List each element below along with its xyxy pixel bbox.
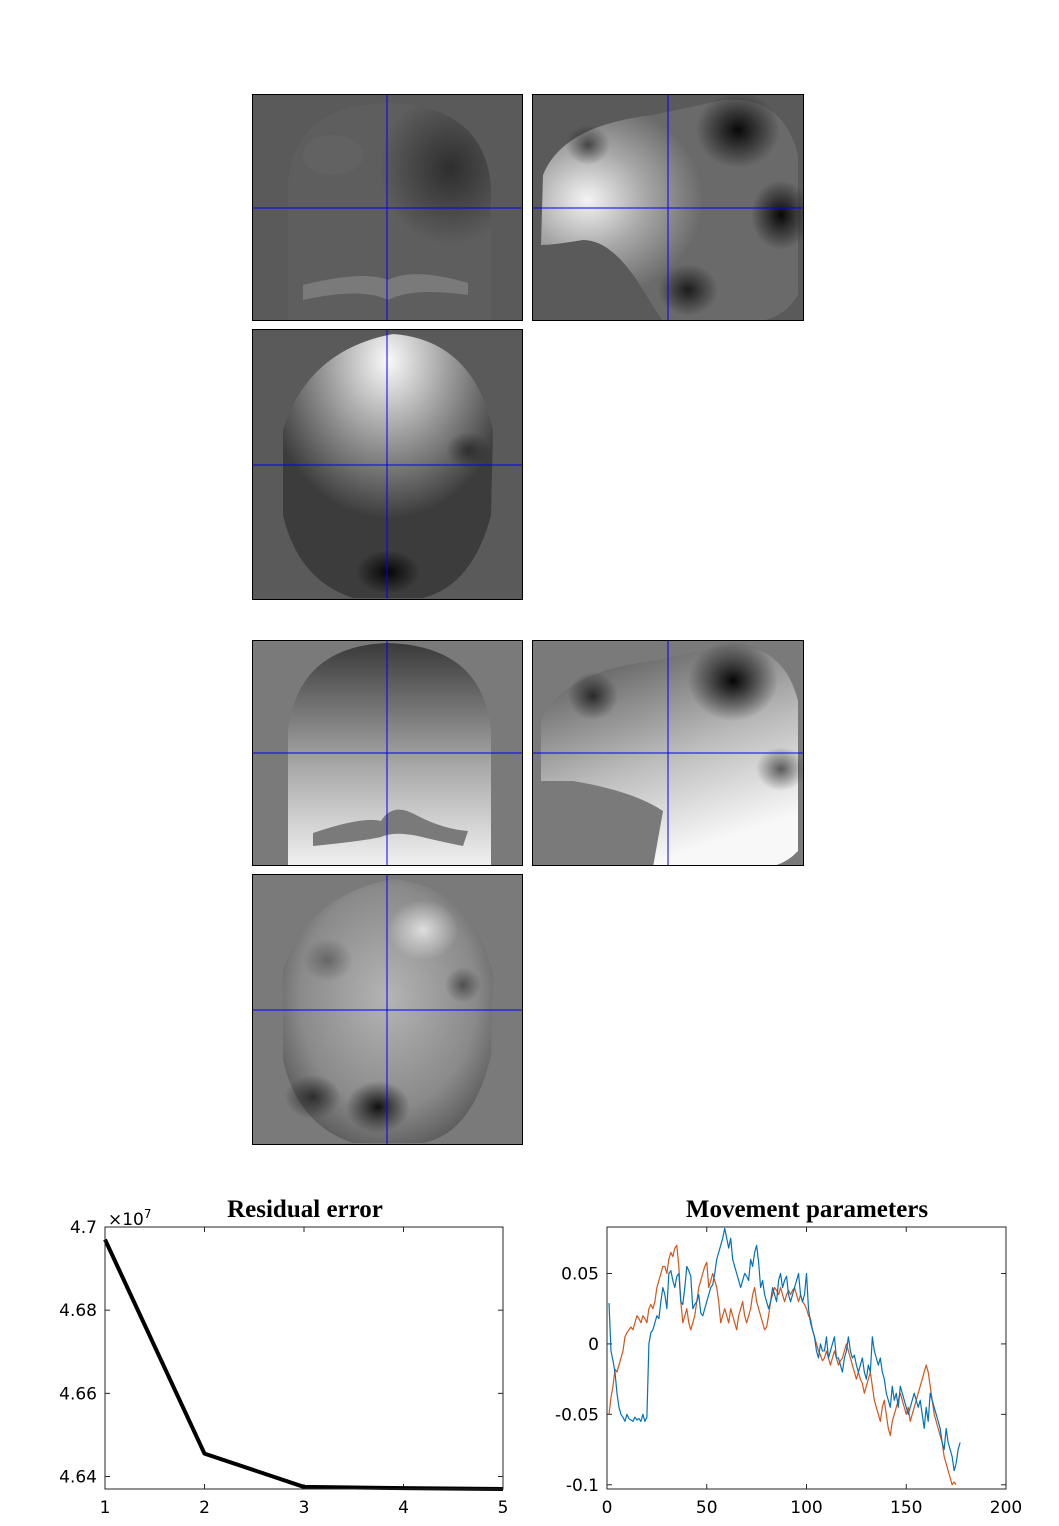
residual-x-tick-label: 2	[199, 1498, 210, 1518]
field-map-2-axial-slice	[252, 874, 523, 1145]
movement-parameters-title: Movement parameters	[686, 1196, 929, 1223]
residual-error-axes-box	[104, 1226, 504, 1490]
field-map-1-coronal-slice	[252, 94, 523, 321]
movement-x-tick-label: 200	[990, 1498, 1022, 1518]
movement-series-1-line	[608, 1227, 961, 1472]
residual-error-chart: Residual error 1 2 3 4 5 4.7 4.68 4.66 4.64 ×107	[59, 1196, 508, 1518]
residual-x-tick-label: 1	[100, 1498, 111, 1518]
movement-series-2-line	[608, 1244, 957, 1486]
movement-y-tick-label: 0.05	[561, 1264, 599, 1284]
movement-y-tick-label: -0.05	[555, 1405, 599, 1425]
movement-x-tick-label: 150	[890, 1498, 922, 1518]
residual-x-tick-label: 3	[299, 1498, 310, 1518]
residual-y-tick-label: 4.7	[70, 1218, 97, 1238]
residual-y-tick-label: 4.68	[59, 1301, 97, 1321]
movement-parameters-axes-box	[606, 1226, 1007, 1490]
field-map-1-sagittal-slice	[532, 94, 804, 321]
charts-area: Residual error 1 2 3 4 5 4.7 4.68 4.66 4.64 ×107…	[59, 1196, 1022, 1518]
field-map-2-coronal-slice	[252, 640, 523, 866]
residual-y-tick-label: 4.64	[59, 1468, 97, 1488]
movement-parameters-plot: 0 50 100 150 200 0.05 0 -0.05 -0.1	[555, 1227, 1022, 1518]
residual-error-exponent: ×107	[108, 1207, 152, 1230]
field-map-1-axial-slice	[252, 329, 523, 600]
residual-y-tick-label: 4.66	[59, 1384, 97, 1404]
movement-x-tick-label: 100	[790, 1498, 822, 1518]
residual-error-line	[103, 1238, 504, 1491]
field-map-2-sagittal-slice	[532, 640, 804, 866]
movement-x-tick-label: 0	[602, 1498, 613, 1518]
residual-error-plot: 1 2 3 4 5 4.7 4.68 4.66 4.64	[59, 1218, 508, 1518]
movement-parameters-chart: Movement parameters 0 50 100 150 2000.050-0.…	[555, 1196, 1022, 1518]
movement-y-tick-label: 0	[588, 1335, 599, 1355]
residual-error-title: Residual error	[227, 1196, 383, 1223]
residual-x-tick-label: 5	[498, 1498, 509, 1518]
movement-y-tick-label: -0.1	[566, 1476, 599, 1496]
movement-x-tick-label: 50	[696, 1498, 718, 1518]
residual-x-tick-label: 4	[398, 1498, 409, 1518]
